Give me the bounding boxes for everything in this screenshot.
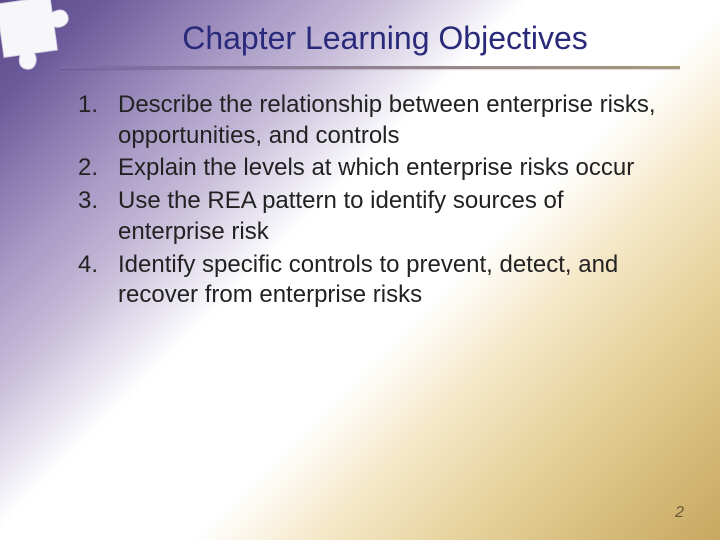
puzzle-piece-icon — [0, 0, 90, 90]
objectives-list: Describe the relationship between enterp… — [70, 90, 670, 311]
objectives-body: Describe the relationship between enterp… — [70, 90, 670, 313]
page-number: 2 — [675, 504, 684, 522]
list-item: Identify specific controls to prevent, d… — [70, 250, 670, 311]
page-title: Chapter Learning Objectives — [110, 20, 660, 65]
title-underline — [60, 66, 680, 69]
list-item: Explain the levels at which enterprise r… — [70, 153, 670, 184]
list-item: Describe the relationship between enterp… — [70, 90, 670, 151]
slide: Chapter Learning Objectives Describe the… — [0, 0, 720, 540]
list-item: Use the REA pattern to identify sources … — [70, 186, 670, 247]
